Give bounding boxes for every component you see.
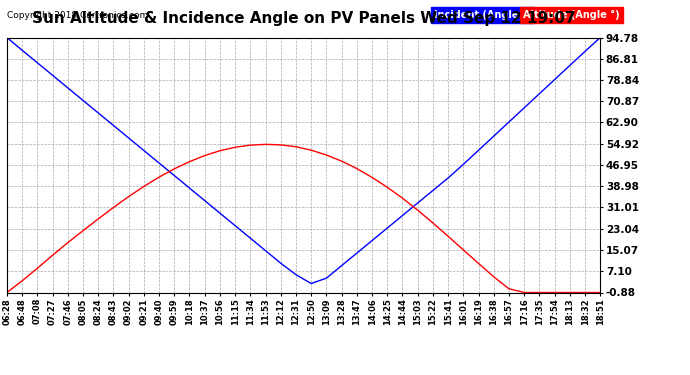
Text: Altitude (Angle °): Altitude (Angle °) — [523, 10, 620, 20]
Text: Incident (Angle °): Incident (Angle °) — [434, 10, 531, 20]
Text: Copyright 2018 Cartronics.com: Copyright 2018 Cartronics.com — [7, 10, 148, 20]
Text: Sun Altitude & Incidence Angle on PV Panels Wed Sep 12 19:07: Sun Altitude & Incidence Angle on PV Pan… — [32, 11, 575, 26]
